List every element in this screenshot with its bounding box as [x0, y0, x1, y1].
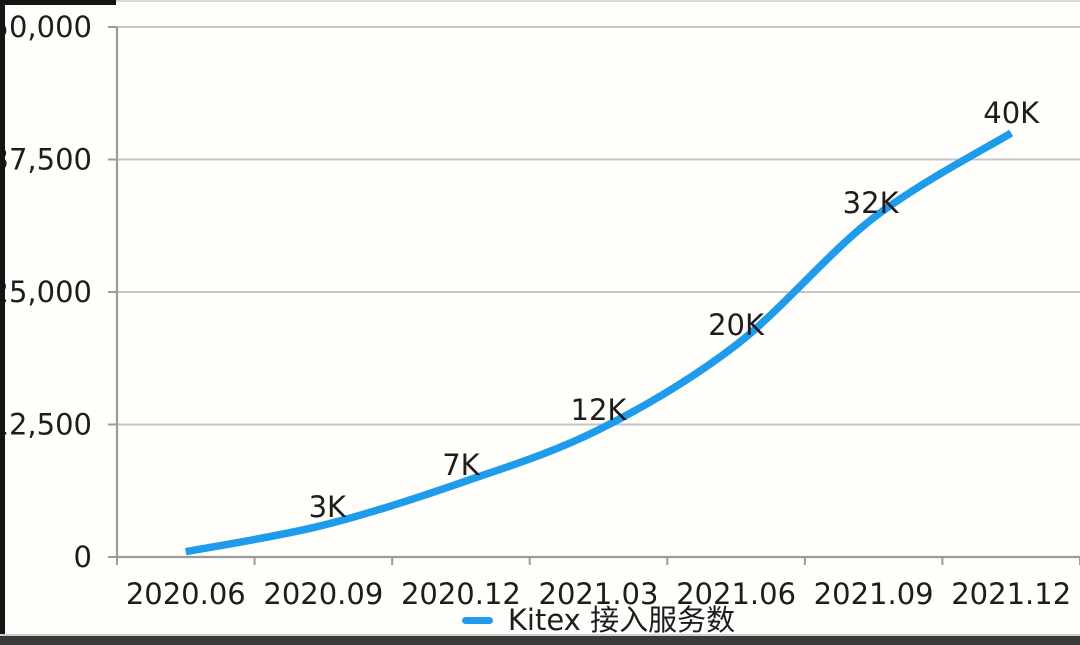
x-tick-label: 2021.06: [676, 577, 796, 611]
data-label: 7K: [442, 448, 480, 482]
top-hairline: [0, 0, 1080, 2]
y-tick-label: 37,500: [0, 143, 92, 177]
x-tick-label: 2020.06: [126, 577, 246, 611]
legend-line-marker: [461, 616, 493, 624]
y-tick-label: 25,000: [0, 275, 92, 309]
x-tick-label: 2021.03: [539, 577, 659, 611]
y-tick-label: 50,000: [0, 10, 92, 44]
y-tick-label: 0: [74, 540, 92, 574]
x-tick-label: 2020.09: [263, 577, 383, 611]
bottom-hairline: [0, 634, 1080, 636]
top-edge-bar: [0, 0, 116, 5]
data-label: 12K: [571, 393, 628, 427]
left-edge-bar: [0, 0, 5, 645]
series-line: [185, 129, 1014, 556]
data-label: 32K: [843, 186, 900, 220]
x-tick-label: 2021.09: [814, 577, 934, 611]
x-tick-label: 2021.12: [951, 577, 1071, 611]
x-tick-label: 2020.12: [401, 577, 521, 611]
data-label: 3K: [309, 490, 347, 524]
y-tick-label: 12,500: [0, 408, 92, 442]
legend: Kitex 接入服务数: [117, 601, 1080, 639]
legend-label: Kitex 接入服务数: [507, 602, 736, 637]
data-label: 40K: [983, 96, 1040, 130]
bottom-edge-bar: [0, 636, 1080, 645]
data-label: 20K: [708, 308, 765, 342]
